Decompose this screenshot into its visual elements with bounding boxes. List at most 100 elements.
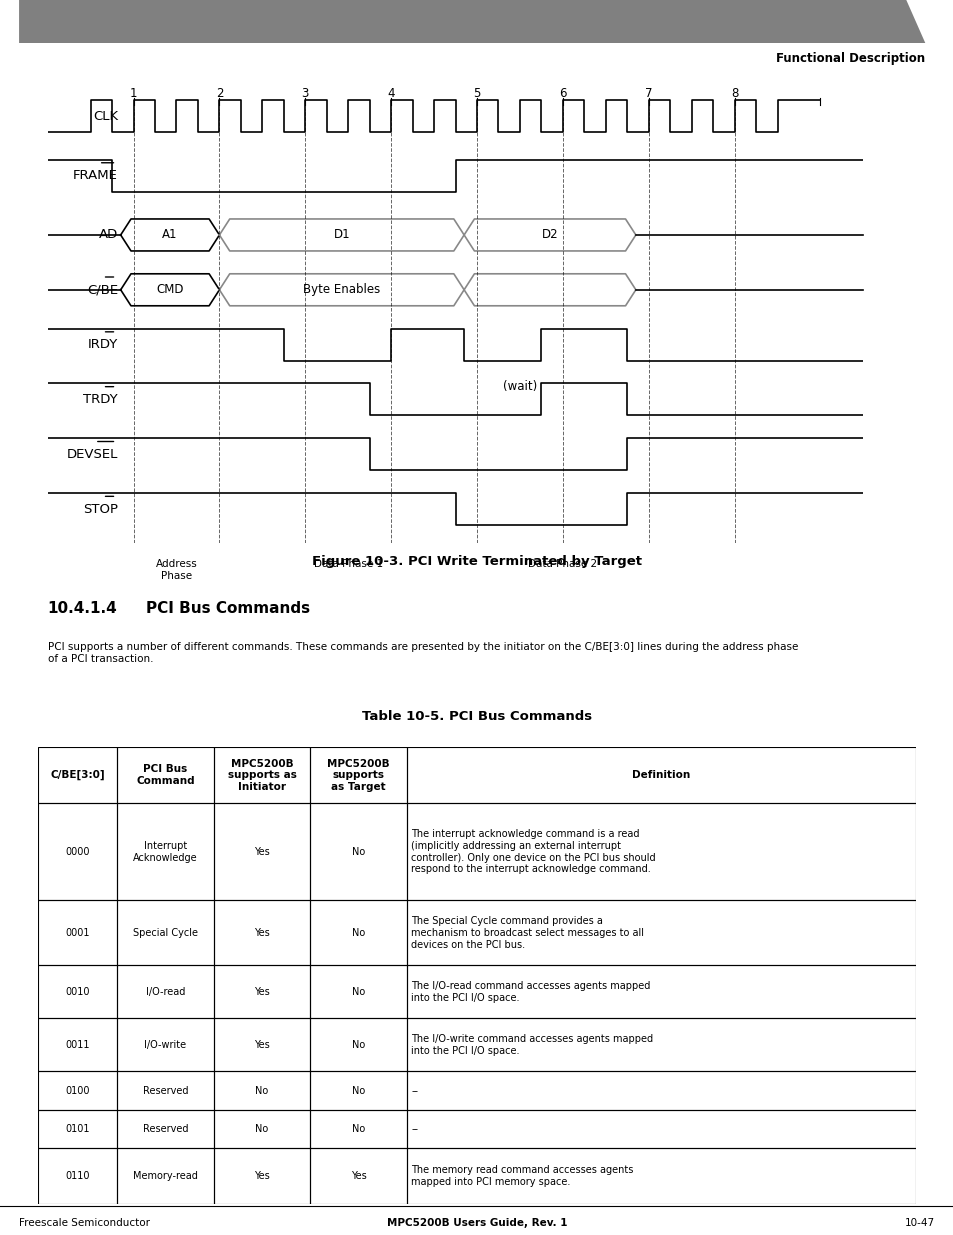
Text: Figure 10-3. PCI Write Terminated by Target: Figure 10-3. PCI Write Terminated by Tar… [312, 556, 641, 568]
Bar [117, 1149, 213, 1204]
Bar [117, 966, 213, 1019]
Bar [38, 803, 117, 900]
Text: Special Cycle: Special Cycle [132, 927, 197, 937]
Bar [213, 966, 310, 1019]
Text: C/BE[3:0]: C/BE[3:0] [51, 771, 105, 781]
Text: No: No [352, 987, 365, 997]
Text: No: No [352, 1086, 365, 1095]
Bar [406, 1149, 915, 1204]
Text: Byte Enables: Byte Enables [303, 283, 380, 296]
Bar [310, 1149, 406, 1204]
Bar [38, 747, 117, 803]
Bar [38, 900, 117, 966]
Text: 0110: 0110 [66, 1171, 90, 1181]
Text: Yes: Yes [253, 987, 270, 997]
Text: 3: 3 [301, 86, 309, 100]
Text: MPC5200B Users Guide, Rev. 1: MPC5200B Users Guide, Rev. 1 [386, 1218, 567, 1228]
Text: CMD: CMD [156, 283, 184, 296]
Text: Yes: Yes [253, 1040, 270, 1050]
Text: 7: 7 [644, 86, 652, 100]
Text: No: No [352, 927, 365, 937]
Text: Yes: Yes [253, 847, 270, 857]
Text: PCI Bus
Command: PCI Bus Command [136, 764, 194, 785]
Text: Memory-read: Memory-read [132, 1171, 197, 1181]
Bar [117, 747, 213, 803]
Text: TRDY: TRDY [84, 393, 118, 406]
Bar [310, 1110, 406, 1149]
Bar [406, 1019, 915, 1072]
Bar [213, 1072, 310, 1110]
Text: A1: A1 [162, 228, 177, 242]
Bar [406, 747, 915, 803]
Bar [213, 747, 310, 803]
Text: --: -- [411, 1086, 417, 1095]
Text: Freescale Semiconductor: Freescale Semiconductor [19, 1218, 150, 1228]
Bar [310, 803, 406, 900]
Bar [117, 803, 213, 900]
Text: Definition: Definition [632, 771, 690, 781]
Bar [213, 803, 310, 900]
Bar [310, 966, 406, 1019]
Bar [406, 1110, 915, 1149]
Bar [38, 1019, 117, 1072]
Bar [310, 900, 406, 966]
Bar [38, 966, 117, 1019]
Bar [38, 1072, 117, 1110]
Text: Table 10-5. PCI Bus Commands: Table 10-5. PCI Bus Commands [361, 710, 592, 722]
Text: 0100: 0100 [66, 1086, 90, 1095]
Bar [310, 747, 406, 803]
Text: Address
Phase: Address Phase [155, 559, 197, 580]
Bar [406, 803, 915, 900]
Bar [406, 900, 915, 966]
Text: AD: AD [99, 228, 118, 242]
Text: Yes: Yes [351, 1171, 366, 1181]
Text: 0101: 0101 [66, 1124, 90, 1134]
Text: Functional Description: Functional Description [776, 52, 924, 65]
Text: C/BE: C/BE [87, 283, 118, 296]
Text: FRAME: FRAME [73, 169, 118, 182]
Bar [310, 1072, 406, 1110]
Text: Yes: Yes [253, 927, 270, 937]
Text: No: No [352, 1040, 365, 1050]
Bar [213, 1149, 310, 1204]
Bar [117, 1019, 213, 1072]
Text: Interrupt
Acknowledge: Interrupt Acknowledge [133, 841, 197, 862]
Text: Reserved: Reserved [143, 1124, 188, 1134]
Text: Data Phase 1: Data Phase 1 [314, 559, 382, 569]
Text: D2: D2 [541, 228, 558, 242]
Text: PCI supports a number of different commands. These commands are presented by the: PCI supports a number of different comma… [48, 642, 798, 663]
Text: The I/O-read command accesses agents mapped
into the PCI I/O space.: The I/O-read command accesses agents map… [411, 981, 650, 1003]
Bar [406, 1072, 915, 1110]
Text: 0011: 0011 [66, 1040, 90, 1050]
Text: MPC5200B
supports as
Initiator: MPC5200B supports as Initiator [228, 758, 296, 792]
Bar [38, 1149, 117, 1204]
Text: IRDY: IRDY [88, 338, 118, 351]
Bar [117, 1110, 213, 1149]
Text: No: No [352, 847, 365, 857]
Text: Data Phase 2: Data Phase 2 [528, 559, 597, 569]
Text: MPC5200B
supports
as Target: MPC5200B supports as Target [327, 758, 390, 792]
Bar [406, 966, 915, 1019]
Text: 5: 5 [473, 86, 480, 100]
Text: 0010: 0010 [66, 987, 90, 997]
Text: I/O-read: I/O-read [146, 987, 185, 997]
Bar [38, 1110, 117, 1149]
Text: No: No [352, 1124, 365, 1134]
Text: No: No [255, 1124, 269, 1134]
Text: (wait): (wait) [502, 379, 537, 393]
Text: 2: 2 [215, 86, 223, 100]
Text: Reserved: Reserved [143, 1086, 188, 1095]
Bar [310, 1019, 406, 1072]
Text: The memory read command accesses agents
mapped into PCI memory space.: The memory read command accesses agents … [411, 1166, 633, 1187]
Bar [213, 1110, 310, 1149]
Text: 10.4.1.4: 10.4.1.4 [48, 600, 117, 616]
Text: The I/O-write command accesses agents mapped
into the PCI I/O space.: The I/O-write command accesses agents ma… [411, 1034, 653, 1056]
Text: Yes: Yes [253, 1171, 270, 1181]
Text: PCI Bus Commands: PCI Bus Commands [147, 600, 311, 616]
Polygon shape [19, 0, 924, 43]
Bar [117, 900, 213, 966]
Text: 0001: 0001 [66, 927, 90, 937]
Text: --: -- [411, 1124, 417, 1134]
Text: 1: 1 [130, 86, 137, 100]
Text: 10-47: 10-47 [903, 1218, 934, 1228]
